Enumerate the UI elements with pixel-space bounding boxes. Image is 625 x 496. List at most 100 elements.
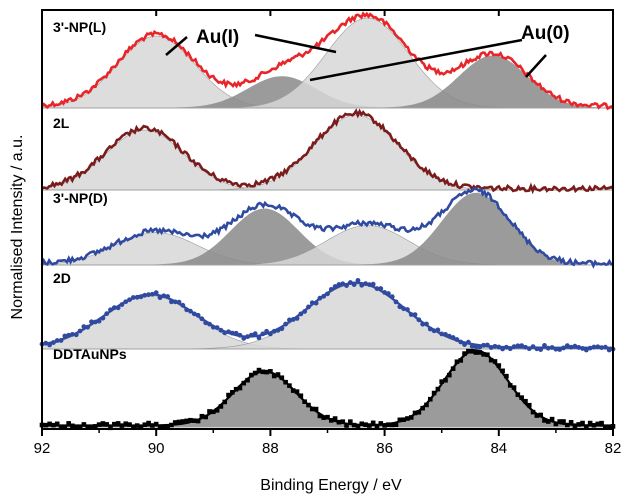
leader-au-0-right — [525, 54, 547, 78]
data-point — [214, 408, 220, 413]
data-point — [587, 345, 593, 351]
data-point — [104, 422, 110, 427]
data-point — [115, 421, 121, 426]
data-point — [111, 305, 117, 311]
data-point — [374, 424, 380, 430]
data-point — [557, 419, 563, 424]
data-point — [313, 406, 319, 412]
data-point — [435, 386, 441, 392]
data-point — [96, 422, 102, 427]
data-point — [191, 418, 197, 423]
data-point — [294, 389, 300, 394]
panel-labels: 3'-NP(L) 2L 3'-NP(D) 2D DDTAuNPs — [53, 19, 127, 362]
data-point — [500, 368, 505, 374]
data-point — [427, 326, 433, 332]
data-point — [332, 284, 338, 289]
data-point — [340, 281, 346, 287]
x-axis-title: Binding Energy / eV — [260, 477, 402, 494]
data-point — [427, 396, 433, 402]
data-point — [576, 422, 582, 427]
data-point — [279, 375, 285, 381]
data-point — [435, 327, 441, 333]
data-point — [85, 324, 91, 330]
data-point — [363, 422, 368, 427]
data-point — [606, 425, 612, 430]
data-point — [313, 300, 319, 306]
data-point — [279, 326, 285, 332]
data-point — [355, 424, 361, 430]
data-point — [408, 312, 414, 317]
data-point — [222, 399, 228, 405]
data-point — [127, 422, 132, 427]
data-point — [367, 423, 372, 428]
data-point — [454, 359, 460, 365]
data-point — [401, 417, 406, 422]
data-point — [370, 281, 376, 287]
data-point — [317, 413, 323, 419]
data-point — [199, 413, 205, 419]
data-point — [526, 346, 532, 352]
data-point — [157, 295, 163, 301]
data-point — [557, 347, 563, 352]
data-point — [66, 421, 71, 426]
panel-3 — [41, 192, 614, 266]
data-point — [73, 425, 79, 430]
data-point — [199, 316, 205, 322]
data-point — [431, 390, 437, 396]
x-tick-label: 88 — [262, 440, 279, 457]
data-point — [328, 286, 334, 292]
data-point — [142, 292, 148, 298]
data-point — [264, 369, 269, 375]
data-point — [515, 392, 521, 397]
data-point — [484, 342, 490, 348]
data-point — [241, 335, 247, 341]
data-point — [443, 378, 448, 383]
data-point — [366, 282, 372, 287]
data-point — [481, 342, 486, 348]
series-1 — [41, 11, 614, 111]
data-point — [325, 291, 330, 297]
data-point — [165, 294, 171, 299]
data-point — [157, 425, 163, 430]
data-point — [382, 423, 387, 428]
data-point — [473, 344, 479, 350]
data-point — [420, 321, 426, 327]
data-point — [469, 343, 475, 349]
data-point — [138, 424, 144, 430]
data-point — [89, 424, 94, 430]
data-point — [233, 386, 239, 392]
data-point — [169, 299, 174, 305]
data-point — [370, 420, 376, 426]
data-point — [298, 393, 304, 399]
data-point — [70, 331, 75, 337]
data-point — [100, 421, 106, 426]
data-point — [62, 333, 68, 339]
data-point — [389, 294, 395, 300]
data-point — [226, 392, 231, 398]
data-point — [401, 306, 407, 312]
data-point — [504, 373, 509, 379]
data-point — [519, 395, 524, 400]
data-point — [275, 372, 281, 377]
data-point — [355, 278, 361, 283]
data-point — [96, 318, 102, 324]
data-point — [191, 311, 197, 317]
data-point — [321, 293, 327, 299]
data-point — [123, 299, 129, 305]
data-point — [248, 332, 254, 338]
data-point — [492, 343, 498, 349]
data-point — [119, 423, 125, 428]
data-point — [500, 346, 506, 352]
data-point — [172, 299, 178, 305]
data-point — [462, 342, 467, 347]
data-point — [287, 317, 292, 323]
data-point — [211, 409, 216, 415]
data-point — [397, 304, 403, 310]
data-point — [73, 332, 79, 338]
data-point — [77, 425, 83, 430]
data-point — [549, 345, 555, 350]
data-point — [184, 418, 189, 424]
data-point — [290, 316, 296, 322]
data-point — [104, 311, 110, 317]
